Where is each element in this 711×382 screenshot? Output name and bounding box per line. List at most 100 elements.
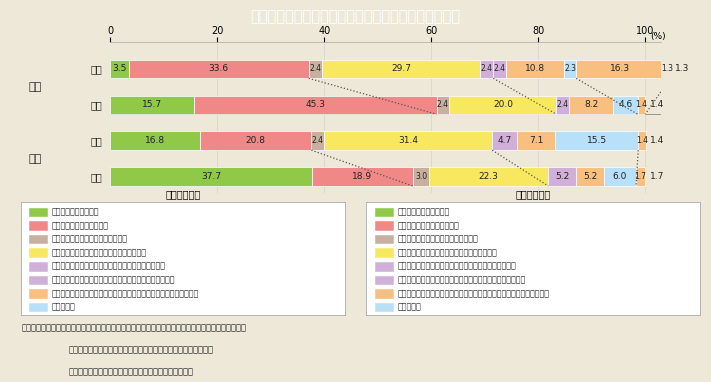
- Bar: [375, 275, 393, 284]
- Bar: [110, 96, 194, 114]
- Text: 16.3: 16.3: [610, 65, 630, 73]
- Text: 22.3: 22.3: [479, 172, 498, 181]
- Bar: [576, 167, 604, 186]
- Bar: [493, 60, 506, 78]
- Text: 3.5: 3.5: [112, 65, 127, 73]
- Text: 「仕事」と「家庭生活」と「地域・個人の生活」をともに優先している: 「仕事」と「家庭生活」と「地域・個人の生活」をともに優先している: [398, 289, 550, 298]
- Bar: [194, 96, 437, 114]
- Bar: [548, 167, 576, 186]
- Text: 1.4: 1.4: [636, 136, 648, 145]
- Text: 20.0: 20.0: [493, 100, 513, 109]
- Text: 女性: 女性: [28, 82, 42, 92]
- Bar: [375, 262, 393, 270]
- Bar: [518, 131, 555, 150]
- Text: 2.4: 2.4: [557, 100, 569, 109]
- Text: 2.3: 2.3: [564, 65, 576, 73]
- Text: 1.3: 1.3: [661, 65, 673, 73]
- Bar: [321, 60, 481, 78]
- Text: 1.7: 1.7: [635, 172, 646, 181]
- Bar: [110, 60, 129, 78]
- Bar: [375, 303, 393, 311]
- Bar: [576, 60, 663, 78]
- Bar: [636, 167, 645, 186]
- Bar: [492, 131, 518, 150]
- Bar: [663, 60, 670, 78]
- Text: 「仕事」と「地域・個人の生活」をともに優先したい: 「仕事」と「地域・個人の生活」をともに優先したい: [52, 262, 166, 271]
- Text: 男性: 男性: [28, 154, 42, 164]
- Text: 29.7: 29.7: [391, 65, 411, 73]
- Bar: [29, 248, 47, 257]
- Bar: [309, 60, 321, 78]
- Text: 「仕事」と「家庭生活」と「地域・個人の生活」をともに優先したい: 「仕事」と「家庭生活」と「地域・個人の生活」をともに優先したい: [52, 289, 199, 298]
- Text: 4.7: 4.7: [498, 136, 512, 145]
- Text: 「仕事」を優先している: 「仕事」を優先している: [398, 207, 450, 217]
- Text: 「家庭生活」を優先している: 「家庭生活」を優先している: [398, 221, 459, 230]
- Text: 1.3: 1.3: [675, 65, 689, 73]
- Bar: [29, 303, 47, 311]
- Text: 凡例（現実）: 凡例（現実）: [515, 189, 551, 199]
- Bar: [555, 131, 638, 150]
- Bar: [200, 131, 311, 150]
- Text: 1.4: 1.4: [650, 136, 664, 145]
- Bar: [29, 208, 47, 216]
- Text: ２．　集計対象者数は，女性１，６０１人，男性１，４３２人。: ２． 集計対象者数は，女性１，６０１人，男性１，４３２人。: [69, 346, 213, 354]
- Bar: [449, 96, 557, 114]
- Bar: [638, 131, 646, 150]
- Bar: [311, 131, 324, 150]
- Text: 凡例（希望）: 凡例（希望）: [166, 189, 201, 199]
- Bar: [29, 289, 47, 298]
- Bar: [29, 262, 47, 270]
- Bar: [375, 208, 393, 216]
- Bar: [506, 60, 564, 78]
- Bar: [613, 96, 638, 114]
- Text: (%): (%): [651, 32, 666, 41]
- Text: 45.3: 45.3: [305, 100, 326, 109]
- Text: 「家庭生活」を優先したい: 「家庭生活」を優先したい: [52, 221, 109, 230]
- Bar: [481, 60, 493, 78]
- Text: 7.1: 7.1: [529, 136, 543, 145]
- Text: 6.0: 6.0: [613, 172, 627, 181]
- Bar: [29, 221, 47, 230]
- Text: 2.4: 2.4: [493, 65, 506, 73]
- Text: 15.5: 15.5: [587, 136, 606, 145]
- Text: 「仕事」と「家庭生活」をともに優先している: 「仕事」と「家庭生活」をともに優先している: [398, 248, 498, 257]
- Bar: [110, 131, 200, 150]
- Bar: [375, 289, 393, 298]
- Text: 20.8: 20.8: [246, 136, 266, 145]
- Bar: [129, 60, 309, 78]
- Bar: [604, 167, 636, 186]
- Bar: [570, 96, 613, 114]
- Text: 2.4: 2.4: [481, 65, 493, 73]
- Text: 「家庭生活」と「地域・個人の生活」をともに優先したい: 「家庭生活」と「地域・個人の生活」をともに優先したい: [52, 275, 176, 284]
- Bar: [324, 131, 492, 150]
- Text: 18.9: 18.9: [353, 172, 373, 181]
- Text: 希望: 希望: [90, 136, 102, 146]
- Bar: [429, 167, 548, 186]
- Text: 「家庭生活」と「地域・個人の生活」をともに優先している: 「家庭生活」と「地域・個人の生活」をともに優先している: [398, 275, 526, 284]
- Text: わからない: わからない: [398, 303, 422, 311]
- Bar: [110, 167, 312, 186]
- Bar: [564, 60, 576, 78]
- Text: 8.2: 8.2: [584, 100, 598, 109]
- Text: 15.7: 15.7: [142, 100, 162, 109]
- Text: 2.4: 2.4: [309, 65, 321, 73]
- Bar: [437, 96, 449, 114]
- Text: 1.4: 1.4: [649, 100, 663, 109]
- Text: 「仕事」と「地域・個人の生活」をともに優先している: 「仕事」と「地域・個人の生活」をともに優先している: [398, 262, 517, 271]
- Bar: [375, 248, 393, 257]
- Text: 1.4: 1.4: [636, 100, 648, 109]
- Text: 33.6: 33.6: [209, 65, 229, 73]
- Text: 37.7: 37.7: [201, 172, 221, 181]
- Text: 31.4: 31.4: [398, 136, 418, 145]
- Text: 2.4: 2.4: [312, 136, 324, 145]
- Text: 16.8: 16.8: [145, 136, 165, 145]
- Bar: [638, 96, 645, 114]
- Text: 希望: 希望: [90, 64, 102, 74]
- Text: Ｉ－３－１図　仕事と生活の調和に関する希望と現実: Ｉ－３－１図 仕事と生活の調和に関する希望と現実: [250, 9, 461, 24]
- Bar: [413, 167, 429, 186]
- Text: 3.0: 3.0: [415, 172, 427, 181]
- Bar: [557, 96, 570, 114]
- Text: 10.8: 10.8: [525, 65, 545, 73]
- Bar: [375, 221, 393, 230]
- Text: 4.6: 4.6: [619, 100, 633, 109]
